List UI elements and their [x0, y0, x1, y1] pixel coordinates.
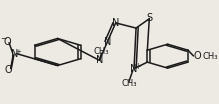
Text: N: N — [104, 37, 111, 47]
Text: O: O — [3, 37, 11, 47]
Text: +: + — [134, 62, 141, 71]
Text: N: N — [130, 64, 138, 74]
Text: CH₃: CH₃ — [121, 79, 137, 88]
Text: CH₃: CH₃ — [94, 48, 109, 56]
Text: −: − — [0, 35, 7, 43]
Text: O: O — [5, 65, 12, 75]
Text: S: S — [146, 13, 152, 23]
Text: N: N — [96, 55, 103, 65]
Text: N: N — [112, 18, 119, 28]
Text: O: O — [193, 51, 201, 61]
Text: N: N — [11, 49, 18, 59]
Text: CH₃: CH₃ — [203, 52, 218, 61]
Text: +: + — [15, 49, 21, 55]
